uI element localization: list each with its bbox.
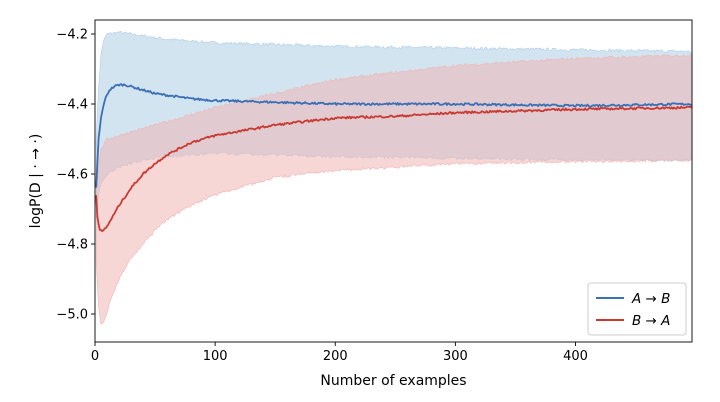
y-tick-label: −4.8 <box>56 238 88 253</box>
x-tick-label: 400 <box>563 349 588 364</box>
y-axis-ticks: −5.0 −4.8 −4.6 −4.4 −4.2 <box>56 28 95 323</box>
legend-label: B → A <box>632 313 670 329</box>
x-axis-label: Number of examples <box>320 373 466 389</box>
y-tick-label: −4.6 <box>56 168 88 183</box>
line-b-to-a <box>95 105 693 233</box>
x-tick-label: 0 <box>91 349 99 364</box>
line-a-to-b <box>95 83 693 188</box>
y-tick-label: −5.0 <box>56 308 88 323</box>
y-tick-label: −4.2 <box>56 28 88 43</box>
x-tick-label: 300 <box>443 349 468 364</box>
series-lines <box>95 83 693 233</box>
x-axis-ticks: 0 100 200 300 400 <box>91 342 588 364</box>
x-tick-label: 200 <box>323 349 348 364</box>
y-tick-label: −4.4 <box>56 98 88 113</box>
x-tick-label: 100 <box>203 349 228 364</box>
legend-box <box>587 282 687 336</box>
plot-frame <box>94 19 693 343</box>
legend-label: A → B <box>631 291 670 307</box>
confidence-bands <box>95 30 693 325</box>
y-axis-label: logP(D | · → ·) <box>28 134 44 229</box>
legend: A → B B → A <box>587 282 687 336</box>
